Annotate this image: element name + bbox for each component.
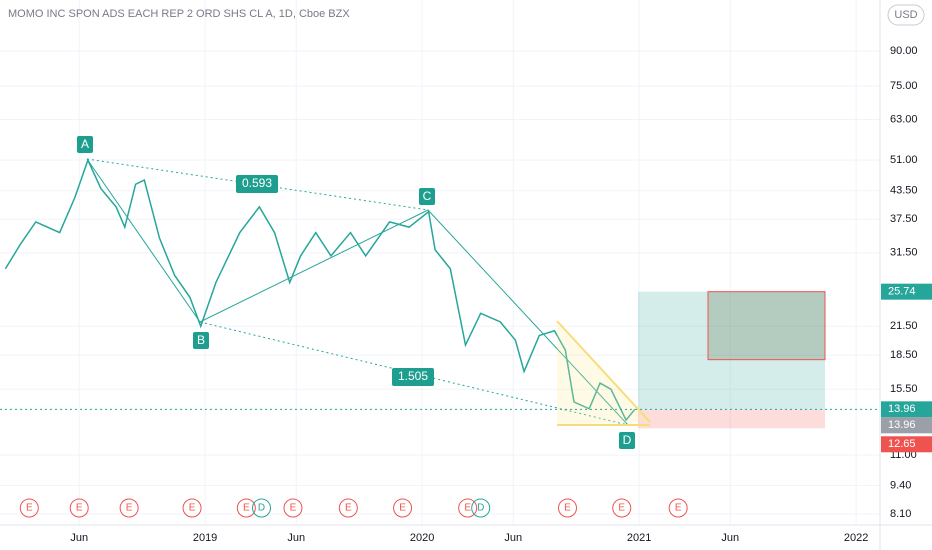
y-tick-label: 90.00: [890, 45, 918, 57]
label-box: [77, 136, 93, 153]
x-tick-label: 2021: [627, 532, 651, 544]
event-marker: [19, 498, 39, 518]
annotation: C: [423, 189, 432, 203]
triangle: [556, 320, 651, 426]
currency: USD: [894, 9, 917, 21]
pattern-line: [86, 158, 629, 426]
event-label: E: [345, 503, 352, 514]
price-tag: 13.96: [888, 403, 916, 415]
x-tick-label: 2019: [193, 532, 217, 544]
currency-button[interactable]: [887, 4, 925, 26]
y-tick-label: 37.50: [890, 213, 918, 225]
annotation: A: [81, 137, 89, 151]
price-line: [4, 158, 636, 422]
y-tick-label: 18.50: [890, 349, 918, 361]
event-label: E: [76, 503, 83, 514]
x-tick-label: 2022: [844, 532, 868, 544]
label-box: [193, 332, 209, 349]
event-marker: [458, 498, 478, 518]
event-marker: [182, 498, 202, 518]
event-marker: [471, 498, 491, 518]
label-box: [236, 175, 278, 193]
event-label: E: [26, 503, 33, 514]
price-tag-bg: [881, 417, 932, 434]
y-tick-label: 9.40: [890, 479, 911, 491]
position-box: [638, 291, 826, 429]
event-marker: [393, 498, 413, 518]
event-label: E: [243, 503, 250, 514]
target-zone: [638, 291, 825, 410]
y-tick-label: 63.00: [890, 113, 918, 125]
event-label: E: [675, 503, 682, 514]
annotation: 0.593: [242, 176, 272, 190]
grid: [0, 0, 880, 525]
x-tick-label: Jun: [287, 532, 305, 544]
price-tag: 13.96: [888, 419, 916, 431]
y-tick-label: 15.50: [890, 383, 918, 395]
price-tag-bg: [881, 283, 932, 300]
y-tick-label: 31.50: [890, 247, 918, 259]
y-tick-label: 43.50: [890, 185, 918, 197]
label-box: [392, 368, 434, 386]
annotation: D: [623, 433, 632, 447]
x-tick-label: Jun: [721, 532, 739, 544]
event-marker: [119, 498, 139, 518]
event-marker: [252, 498, 272, 518]
event-label: E: [126, 503, 133, 514]
event-marker: [283, 498, 303, 518]
stop-zone: [638, 409, 825, 429]
event-marker: [557, 498, 577, 518]
price-tag: 12.65: [888, 438, 916, 450]
event-label: E: [464, 503, 471, 514]
event-label: E: [399, 503, 406, 514]
event-label: E: [290, 503, 297, 514]
event-marker: [69, 498, 89, 518]
event-marker: [236, 498, 256, 518]
price-tag-bg: [881, 401, 932, 418]
y-tick-label: 8.10: [890, 508, 911, 520]
annotation: B: [197, 333, 205, 347]
x-tick-label: 2020: [410, 532, 434, 544]
event-label: E: [189, 503, 196, 514]
x-tick-label: Jun: [504, 532, 522, 544]
y-tick-label: 75.00: [890, 80, 918, 92]
annotation: 1.505: [398, 369, 428, 383]
price-tag: 25.74: [888, 286, 916, 298]
price-tag-bg: [881, 436, 932, 453]
triangle-edge: [556, 320, 651, 423]
inner-box: [707, 291, 826, 361]
event-label: E: [564, 503, 571, 514]
event-marker: [668, 498, 688, 518]
series: [4, 158, 636, 422]
event-label: D: [477, 503, 484, 514]
label-box: [619, 432, 635, 449]
event-marker: [612, 498, 632, 518]
x-tick-label: Jun: [70, 532, 88, 544]
label-box: [419, 188, 435, 205]
overlay: 8.109.4011.0015.5018.5021.5031.5037.5043…: [0, 45, 932, 544]
y-tick-label: 51.00: [890, 154, 918, 166]
annotation-labels: A B C D 0.593 1.505: [77, 136, 635, 449]
y-tick-label: 21.50: [890, 320, 918, 332]
event-marker: [338, 498, 358, 518]
chart-title: MOMO INC SPON ADS EACH REP 2 ORD SHS CL …: [8, 8, 350, 20]
event-label: D: [258, 503, 265, 514]
event-label: E: [618, 503, 625, 514]
